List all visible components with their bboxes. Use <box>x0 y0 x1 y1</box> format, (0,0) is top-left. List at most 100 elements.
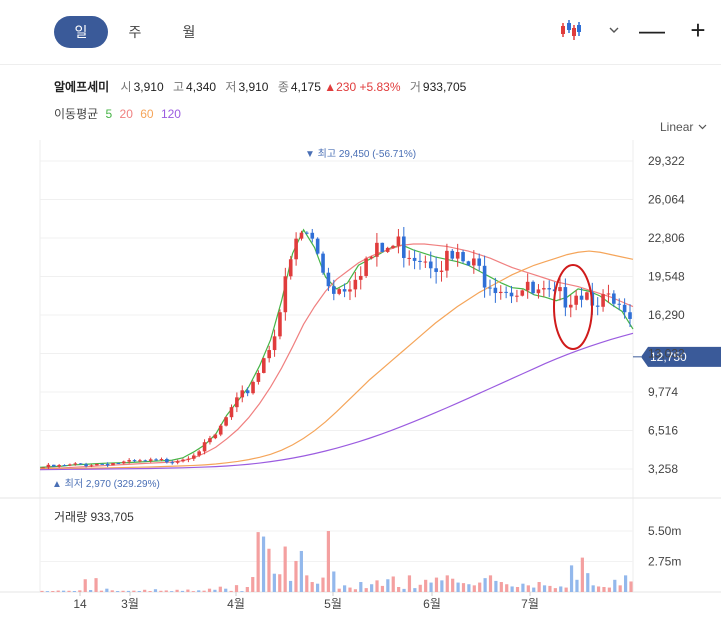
candle-body <box>256 372 261 382</box>
plus-icon[interactable]: + <box>690 14 706 45</box>
tab-day[interactable]: 일 <box>54 16 108 48</box>
candle-body <box>272 336 277 351</box>
ma-label: 이동평균 <box>54 107 99 121</box>
volume-bar <box>402 588 406 592</box>
volume-bar <box>418 584 422 592</box>
candle-body <box>493 287 498 294</box>
candle-body <box>197 451 201 456</box>
candle-body <box>213 434 218 439</box>
volume-bar <box>126 590 131 592</box>
price-tick-label: 6,516 <box>648 424 678 438</box>
volume-bar <box>564 587 568 592</box>
volume-bar <box>521 583 525 592</box>
tab-week[interactable]: 주 <box>128 24 142 40</box>
high-value: 4,340 <box>186 80 217 94</box>
volume-bar <box>326 531 330 592</box>
volume-bar <box>537 582 541 592</box>
volume-bar <box>186 589 190 592</box>
minus-icon[interactable]: — <box>639 14 665 45</box>
chevron-down-icon[interactable] <box>599 10 629 50</box>
candle-body <box>369 256 374 259</box>
candle-body <box>218 425 223 435</box>
volume-bar <box>197 590 201 592</box>
volume-bar <box>542 585 547 592</box>
candle-body <box>121 461 126 464</box>
volume-bar <box>180 590 185 592</box>
volume-bar <box>580 557 584 592</box>
volume-bar <box>40 590 44 592</box>
candle-body <box>364 258 368 276</box>
candle-body <box>547 288 552 290</box>
volume-bar <box>67 590 71 592</box>
candle-body <box>73 463 78 465</box>
volume-bar <box>121 590 125 592</box>
moving-average-legend: 이동평균 5 20 60 120 <box>54 105 185 122</box>
volume-bar <box>213 589 217 592</box>
volume-bar <box>45 591 50 592</box>
candle-body <box>208 438 212 443</box>
volume-bar <box>591 585 595 592</box>
high-label: 고 <box>172 80 185 94</box>
candle-body <box>423 261 428 263</box>
volume-bar <box>251 577 255 592</box>
volume-bar <box>499 582 503 592</box>
volume-bar <box>207 588 212 592</box>
volume-bar <box>359 582 363 592</box>
ma60-legend: 60 <box>140 107 154 121</box>
volume-bar <box>380 585 385 592</box>
volume-bar <box>94 578 98 592</box>
volume-bar <box>596 586 601 592</box>
volume-bar <box>261 536 266 592</box>
candle-body <box>165 459 169 463</box>
candle-body <box>434 268 438 272</box>
volume-bar <box>159 590 163 592</box>
volume-bar <box>623 575 628 592</box>
volume-bar <box>72 591 77 592</box>
candle-body <box>472 258 476 266</box>
volume-bar <box>148 591 152 592</box>
candle-body <box>175 461 180 463</box>
volume-bar <box>370 584 374 592</box>
volume-bar <box>191 591 195 592</box>
candle-body <box>617 303 622 305</box>
candle-body <box>585 292 589 300</box>
volume-bar <box>353 589 358 592</box>
volume-bar <box>143 589 147 592</box>
candle-body <box>552 289 557 292</box>
price-tick-label: 19,548 <box>648 270 685 284</box>
candle-body <box>41 467 45 469</box>
volume-bar <box>78 590 82 592</box>
volume-bar <box>89 590 93 592</box>
close-label: 종 <box>277 80 289 94</box>
volume-bar <box>440 580 444 592</box>
volume-bar <box>267 548 271 592</box>
volume-bar <box>337 588 341 592</box>
candle-body <box>245 390 250 394</box>
candle-body <box>267 350 271 359</box>
volume-bar <box>456 582 460 592</box>
candle-body <box>127 460 131 462</box>
volume-bar <box>51 591 55 592</box>
volume-label: 거 <box>409 80 421 94</box>
low-label: 저 <box>225 80 237 94</box>
candle-body <box>380 242 385 252</box>
highlight-circle <box>553 264 593 350</box>
candle-body <box>482 265 487 288</box>
candle-body <box>515 295 519 297</box>
period-tabs: 일 주 월 <box>54 16 216 48</box>
candle-body <box>601 294 605 307</box>
x-tick-label: 5월 <box>324 597 342 611</box>
candle-body <box>353 279 358 290</box>
candle-body <box>488 287 492 289</box>
scale-selector[interactable]: Linear <box>660 120 707 134</box>
volume-bar <box>532 587 536 592</box>
tab-month[interactable]: 월 <box>182 24 196 40</box>
ma5-line <box>39 228 634 468</box>
volume-bar <box>202 590 206 592</box>
candle-body <box>348 289 352 292</box>
x-tick-label: 3월 <box>121 597 139 611</box>
candle-body <box>68 464 72 466</box>
x-tick-label: 4월 <box>227 597 245 611</box>
candlestick-chart-icon[interactable] <box>543 10 599 50</box>
volume-bar <box>132 590 136 592</box>
